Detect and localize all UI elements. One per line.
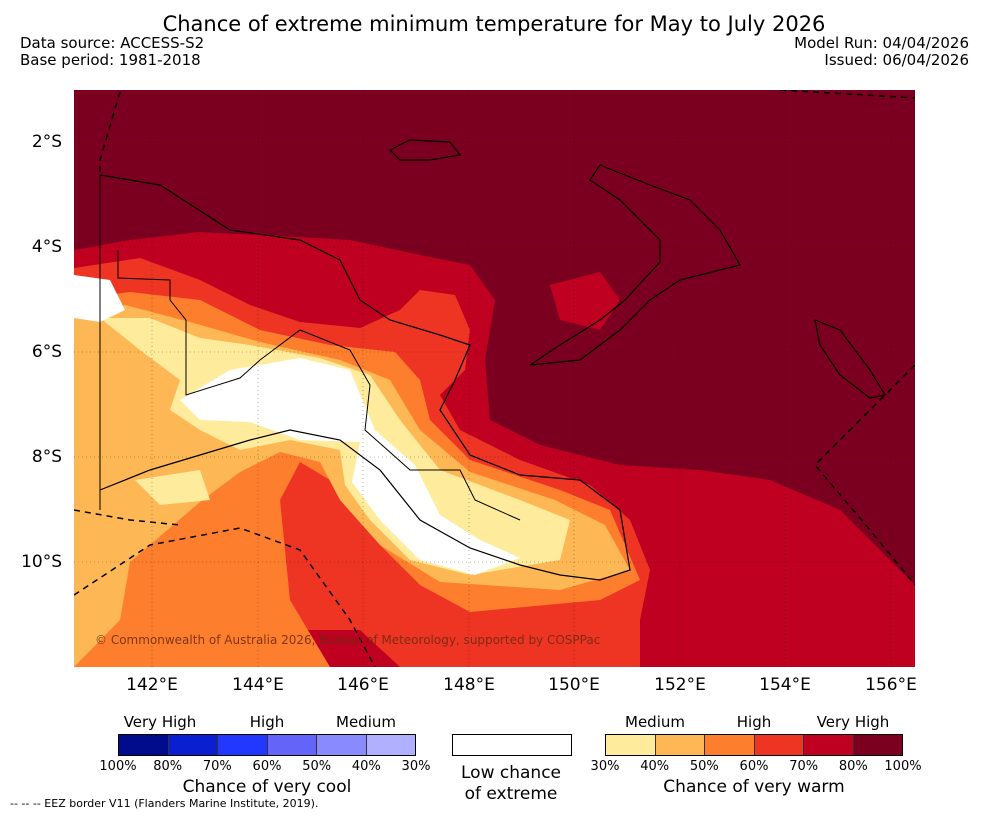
cool-percent-label: 80% — [153, 759, 183, 774]
eez-note: -- -- -- EEZ border V11 (Flanders Marine… — [10, 797, 319, 810]
copyright-notice: © Commonwealth of Australia 2026, Bureau… — [95, 633, 601, 647]
warm-heading: High — [736, 713, 772, 731]
warm-swatch — [655, 735, 705, 755]
x-tick: 146°E — [337, 675, 389, 695]
cool-heading: Medium — [336, 713, 396, 731]
cool-swatch — [218, 735, 268, 755]
cool-legend-title: Chance of very cool — [182, 777, 352, 797]
cool-swatch — [119, 735, 169, 755]
y-tick: 6°S — [31, 342, 62, 362]
y-tick: 2°S — [31, 132, 62, 152]
low-chance-label-1: Low chance — [461, 763, 561, 783]
cool-heading: High — [249, 713, 285, 731]
model-run: Model Run: 04/04/2026 — [794, 34, 969, 52]
warm-percent-label: 60% — [739, 759, 769, 774]
cool-percent-label: 40% — [351, 759, 381, 774]
x-tick: 148°E — [443, 675, 495, 695]
warm-swatch — [754, 735, 804, 755]
region-low-chance — [74, 275, 520, 575]
cool-percent-label: 60% — [252, 759, 282, 774]
warm-percent-label: 100% — [884, 759, 922, 774]
y-tick: 8°S — [31, 447, 62, 467]
warm-percent-label: 40% — [640, 759, 670, 774]
x-tick: 144°E — [232, 675, 284, 695]
cool-swatch — [267, 735, 317, 755]
base-period: Base period: 1981-2018 — [20, 51, 201, 69]
warm-swatch — [705, 735, 755, 755]
data-source: Data source: ACCESS-S2 — [20, 34, 205, 52]
gridlines — [74, 90, 915, 667]
warm-swatch — [853, 735, 902, 755]
cool-heading: Very High — [123, 713, 197, 731]
cool-swatch — [168, 735, 218, 755]
x-tick: 154°E — [759, 675, 811, 695]
warm-legend-title: Chance of very warm — [663, 777, 845, 797]
y-tick: 4°S — [31, 237, 62, 257]
cool-swatch — [366, 735, 415, 755]
cool-percent-label: 70% — [202, 759, 232, 774]
cool-percent-label: 100% — [99, 759, 137, 774]
cool-percent-label: 30% — [401, 759, 431, 774]
x-tick: 150°E — [548, 675, 600, 695]
coastline — [99, 139, 886, 581]
warm-percent-label: 70% — [789, 759, 819, 774]
issued-date: Issued: 06/04/2026 — [824, 51, 969, 69]
warm-percent-label: 50% — [689, 759, 719, 774]
warm-swatch — [804, 735, 854, 755]
low-chance-label-2: of extreme — [464, 784, 558, 804]
warm-heading: Medium — [625, 713, 685, 731]
warm-heading: Very High — [816, 713, 890, 731]
eez-border — [74, 90, 915, 667]
warm-swatch — [606, 735, 656, 755]
probability-map — [74, 90, 915, 667]
cool-colorbar — [118, 734, 416, 756]
x-tick: 142°E — [126, 675, 178, 695]
warm-percent-label: 30% — [590, 759, 620, 774]
x-tick: 152°E — [654, 675, 706, 695]
x-tick: 156°E — [865, 675, 917, 695]
border-lines — [99, 175, 521, 521]
warm-colorbar — [605, 734, 903, 756]
y-tick: 10°S — [21, 552, 62, 572]
low-chance-swatch — [452, 734, 572, 756]
map-title: Chance of extreme minimum temperature fo… — [162, 12, 826, 36]
warm-percent-label: 80% — [838, 759, 868, 774]
cool-percent-label: 50% — [302, 759, 332, 774]
cool-swatch — [317, 735, 367, 755]
